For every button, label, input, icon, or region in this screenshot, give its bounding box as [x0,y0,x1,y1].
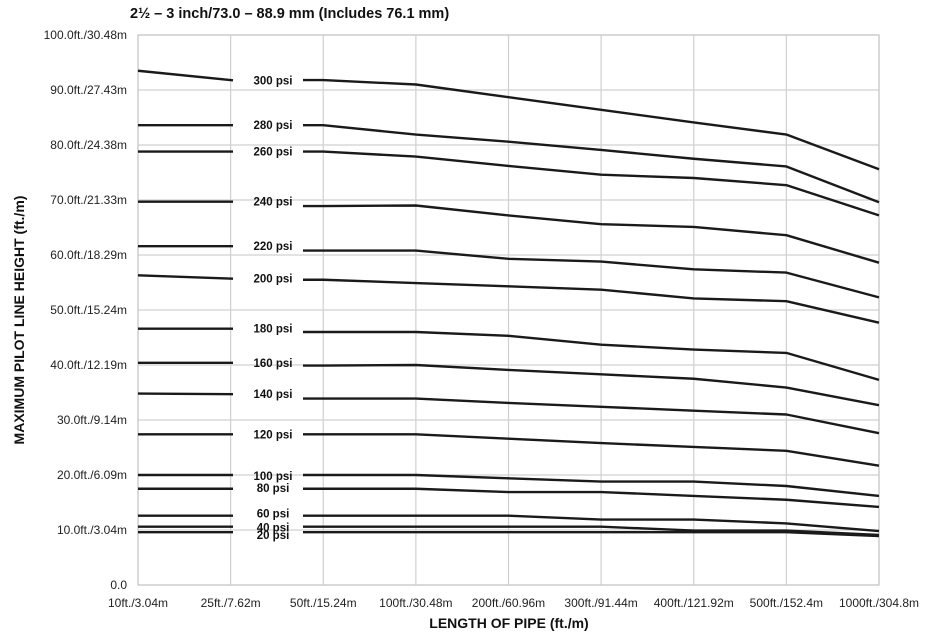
series-line [138,487,880,509]
series-label: 80 psi [257,483,290,495]
series-line [138,514,880,533]
x-tick-label: 50ft./15.24m [290,596,357,610]
series-label: 260 psi [254,147,293,159]
y-tick-label: 100.0ft./30.48m [44,28,127,42]
chart-title: 2½ – 3 inch/73.0 – 88.9 mm (Includes 76.… [130,6,449,22]
x-axis-title: LENGTH OF PIPE (ft./m) [429,615,588,631]
x-tick-label: 25ft./7.62m [201,596,261,610]
y-tick-label: 50.0ft./15.24m [50,303,127,317]
x-tick-label: 300ft./91.44m [564,596,637,610]
series-lines: 300 psi 280 psi 260 psi 240 psi 220 psi 200 p… [137,69,880,542]
series-label: 300 psi [254,75,293,87]
series-line [137,274,880,324]
y-tick-label: 60.0ft./18.29m [50,248,127,262]
y-tick-label: 70.0ft./21.33m [50,193,127,207]
series-line [138,473,880,498]
series-line [138,150,880,217]
y-tick-label: 40.0ft./12.19m [50,358,127,372]
series-label: 100 psi [254,471,293,483]
series-label: 120 psi [254,429,293,441]
series-line [138,433,880,467]
series-label: 60 psi [257,509,290,521]
series-line [138,525,880,537]
series-line [138,361,880,407]
y-tick-label: 30.0ft./9.14m [57,413,127,427]
series-line [138,124,880,204]
series-label: 20 psi [257,530,290,542]
x-tick-label: 1000ft./304.8m [839,596,919,610]
x-tick-label: 10ft./3.04m [108,596,168,610]
x-tick-labels: 10ft./3.04m 25ft./7.62m 50ft./15.24m 100ft.… [108,596,919,610]
series-line [138,245,880,299]
x-tick-label: 500ft./152.4m [750,596,823,610]
plot-border [137,34,880,586]
x-tick-label: 200ft./60.96m [472,596,545,610]
y-tick-label: 0.0 [110,578,127,592]
y-tick-labels: 0.0 10.0ft./3.04m 20.0ft./6.09m 30.0ft./9.1… [44,28,128,592]
series-line [137,392,880,435]
series-label: 160 psi [254,358,293,370]
y-tick-label: 10.0ft./3.04m [57,523,127,537]
series-label: 280 psi [254,120,293,132]
series-label: 40 psi [257,523,290,535]
grid [137,34,880,586]
y-axis-title: MAXIMUM PILOT LINE HEIGHT (ft./m) [11,196,27,445]
x-tick-label: 400ft./121.92m [654,596,734,610]
y-tick-label: 80.0ft./24.38m [50,138,127,152]
series-line [138,327,880,382]
series-line [138,200,880,264]
series-label: 180 psi [254,324,293,336]
y-tick-label: 20.0ft./6.09m [57,468,127,482]
series-label: 200 psi [254,274,293,286]
series-line [137,69,880,171]
series-label: 240 psi [254,197,293,209]
series-label: 140 psi [254,389,293,401]
y-tick-label: 90.0ft./27.43m [50,83,127,97]
series-line [138,531,880,538]
series-label: 220 psi [254,241,293,253]
x-tick-label: 100ft./30.48m [379,596,452,610]
